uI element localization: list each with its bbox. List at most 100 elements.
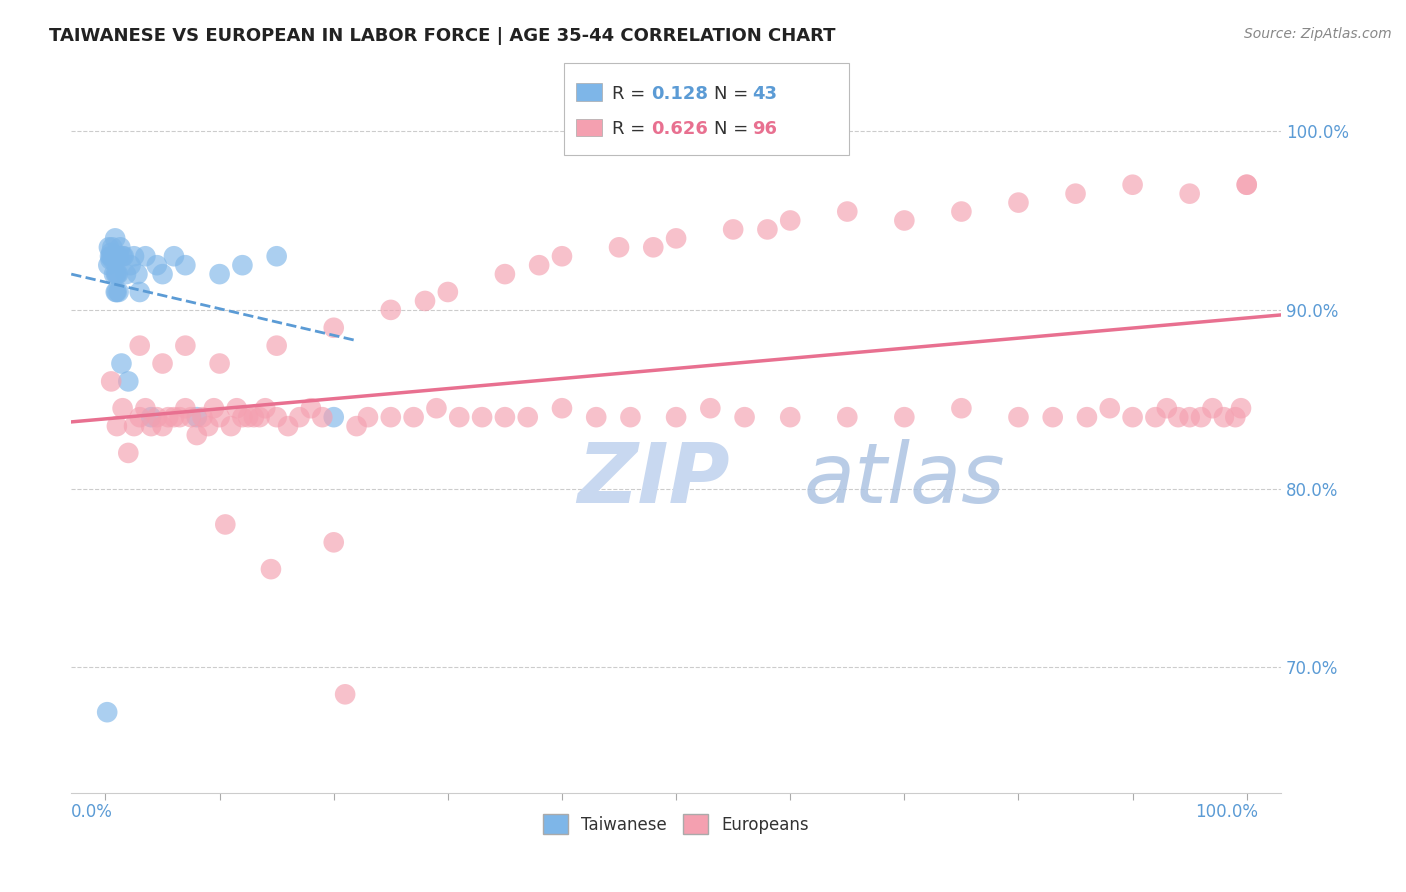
Point — [357, 410, 380, 425]
Point — [186, 410, 208, 425]
Point — [104, 267, 127, 281]
Point — [322, 410, 344, 425]
Point — [779, 213, 801, 227]
Point — [197, 419, 219, 434]
Point — [103, 249, 125, 263]
Point — [249, 410, 271, 425]
Point — [139, 419, 162, 434]
Point — [163, 410, 186, 425]
Point — [122, 419, 145, 434]
Point — [122, 249, 145, 263]
Point — [152, 357, 174, 371]
Point — [1236, 178, 1258, 192]
Point — [108, 249, 131, 263]
Point — [380, 302, 402, 317]
Point — [402, 410, 425, 425]
Point — [837, 204, 859, 219]
Point — [107, 285, 129, 299]
Point — [288, 410, 311, 425]
Point — [163, 249, 186, 263]
Point — [1007, 410, 1029, 425]
Point — [225, 401, 247, 416]
Point — [734, 410, 756, 425]
Point — [643, 240, 665, 254]
Point — [1064, 186, 1087, 201]
Point — [1076, 410, 1098, 425]
Point — [1007, 195, 1029, 210]
Point — [437, 285, 460, 299]
Point — [110, 240, 132, 254]
Point — [333, 687, 356, 701]
Point — [1122, 410, 1144, 425]
Point — [101, 252, 124, 267]
Point — [299, 401, 322, 416]
Text: ZIP: ZIP — [576, 439, 730, 520]
Point — [104, 249, 127, 263]
Point — [104, 285, 127, 299]
Text: 100.0%: 100.0% — [1195, 804, 1258, 822]
Point — [174, 258, 197, 272]
Point — [1167, 410, 1189, 425]
Point — [152, 419, 174, 434]
Point — [111, 401, 134, 416]
Point — [1122, 178, 1144, 192]
Point — [413, 293, 436, 308]
Point — [98, 249, 121, 263]
Text: R =: R = — [612, 85, 651, 103]
Point — [665, 410, 688, 425]
Point — [322, 320, 344, 334]
Text: 43: 43 — [752, 85, 778, 103]
Point — [208, 357, 231, 371]
Point — [105, 285, 128, 299]
Point — [494, 267, 516, 281]
Point — [893, 213, 915, 227]
Point — [97, 258, 120, 272]
Point — [1156, 401, 1178, 416]
Point — [146, 258, 169, 272]
Point — [174, 401, 197, 416]
Text: 0.626: 0.626 — [651, 120, 707, 138]
Point — [128, 338, 150, 352]
Point — [1178, 410, 1201, 425]
Legend: Taiwanese, Europeans: Taiwanese, Europeans — [543, 814, 810, 834]
Point — [756, 222, 779, 236]
Point — [117, 446, 139, 460]
Point — [180, 410, 202, 425]
Point — [1178, 186, 1201, 201]
Point — [699, 401, 721, 416]
Text: N =: N = — [714, 85, 754, 103]
Point — [97, 240, 120, 254]
Point — [1236, 178, 1258, 192]
Point — [266, 410, 288, 425]
Point — [208, 267, 231, 281]
Point — [607, 240, 630, 254]
Point — [117, 375, 139, 389]
Point — [494, 410, 516, 425]
Point — [100, 249, 122, 263]
Point — [551, 249, 574, 263]
Point — [127, 267, 149, 281]
Point — [186, 428, 208, 442]
Point — [128, 410, 150, 425]
Point — [100, 245, 122, 260]
Point — [950, 401, 973, 416]
Point — [619, 410, 641, 425]
Point — [425, 401, 447, 416]
Point — [103, 267, 125, 281]
Point — [104, 231, 127, 245]
Point — [191, 410, 214, 425]
Point — [1201, 401, 1223, 416]
Text: Source: ZipAtlas.com: Source: ZipAtlas.com — [1244, 27, 1392, 41]
Text: R =: R = — [612, 120, 651, 138]
Point — [208, 410, 231, 425]
Point — [1098, 401, 1121, 416]
Point — [115, 267, 138, 281]
Point — [322, 535, 344, 549]
Point — [665, 231, 688, 245]
Point — [219, 419, 242, 434]
Point — [105, 419, 128, 434]
Point — [169, 410, 191, 425]
Point — [107, 249, 129, 263]
Text: N =: N = — [714, 120, 754, 138]
Point — [893, 410, 915, 425]
